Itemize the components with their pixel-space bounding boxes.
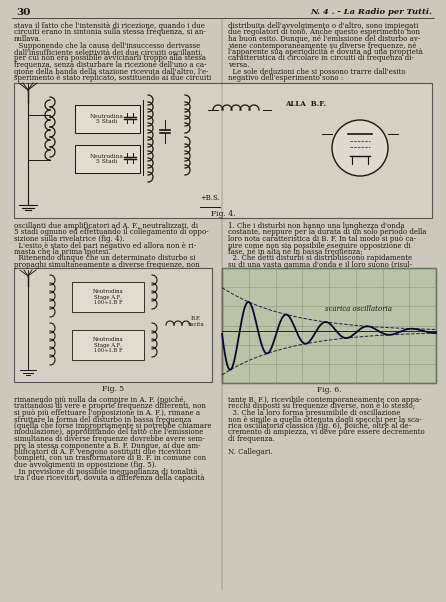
Text: frequenza, senza disturbare la ricezione dell'uno a ca-: frequenza, senza disturbare la ricezione… [14,61,206,69]
Text: rica oscillatoria classica (fig. 6), poiché, oltre al de-: rica oscillatoria classica (fig. 6), poi… [228,422,411,430]
Text: plificatori di A. F. vengono sostituiti due ricevitori: plificatori di A. F. vengono sostituiti … [14,448,191,456]
Text: Neutrodina
Stage A.F.
100÷1.B F: Neutrodina Stage A.F. 100÷1.B F [93,289,124,305]
Text: masta che la prima ipotesi.: masta che la prima ipotesi. [14,248,111,256]
Text: Fig. 4.: Fig. 4. [211,210,235,218]
Bar [72,330,144,360]
Text: fase, né in alta né in bassa frequenza;: fase, né in alta né in bassa frequenza; [228,248,363,256]
Text: tante B. F.), ricevibile contemporaneamente con appa-: tante B. F.), ricevibile contemporaneame… [228,396,421,404]
Text: 5 stadi ognuno ed effettuando il collegamento di oppo-: 5 stadi ognuno ed effettuando il collega… [14,229,209,237]
Text: sizione sulla rivelatrice (fig. 4).: sizione sulla rivelatrice (fig. 4). [14,235,124,243]
Text: Fig. 5: Fig. 5 [102,385,124,393]
Text: due avvolgimenti in opposizione (fig. 5).: due avvolgimenti in opposizione (fig. 5)… [14,461,157,469]
Text: B.F.
uscita: B.F. uscita [188,316,204,327]
Text: completi, con un trasformatore di B. F. in comune con: completi, con un trasformatore di B. F. … [14,455,206,462]
Text: di frequenza.: di frequenza. [228,435,275,443]
Text: Ritenendo dunque che un determinato disturbo si: Ritenendo dunque che un determinato dist… [14,255,195,262]
Text: simultanea di diverse frequenze dovrebbe avere sem-: simultanea di diverse frequenze dovrebbe… [14,435,205,443]
Text: due regolatori di tono. Anche questo esperimento non: due regolatori di tono. Anche questo esp… [228,28,420,37]
Text: N. 4 . - La Radio per Tutti.: N. 4 . - La Radio per Tutti. [310,8,432,16]
Text: distribuita dell'avvolgimento o d'altro, sono impiegati: distribuita dell'avvolgimento o d'altro,… [228,22,418,30]
Text: circuiti erano in sintonia sulla stessa frequenza, si an-: circuiti erano in sintonia sulla stessa … [14,28,206,37]
Text: nullava.: nullava. [14,35,42,43]
Text: non è simile a quella ottenuta dagli specchi per la sca-: non è simile a quella ottenuta dagli spe… [228,415,421,423]
Text: costante, neppure per la durata di un solo periodo della: costante, neppure per la durata di un so… [228,229,426,237]
Text: trattandosi di vere e proprie frequenze differenti, non: trattandosi di vere e proprie frequenze … [14,403,206,411]
Text: oscillanti due amplificatori ad A. F., neutralizzati, di: oscillanti due amplificatori ad A. F., n… [14,222,198,230]
Text: Fig. 6.: Fig. 6. [317,386,341,394]
Text: gione della banda della stazione ricevuta dall'altro, l'e-: gione della banda della stazione ricevut… [14,67,208,75]
Text: pre la stessa componente a B. F. Dunque, ai due am-: pre la stessa componente a B. F. Dunque,… [14,441,201,450]
Text: Supponendo che la causa dell'insuccesso derivasse: Supponendo che la causa dell'insuccesso … [14,42,200,49]
Text: +B.S.: +B.S. [200,194,220,202]
Text: modulazione), approfittando del fatto che l'emissione: modulazione), approfittando del fatto ch… [14,429,203,436]
Text: 3. Che la loro forma presumibile di oscillazione: 3. Che la loro forma presumibile di osci… [228,409,401,417]
Text: (quella che forse impropriamente si potrebbe chiamare: (quella che forse impropriamente si potr… [14,422,211,430]
Text: caratteristica di circolare in circuiti di frequenza di-: caratteristica di circolare in circuiti … [228,55,414,63]
Bar [14,83,432,218]
Text: si può più effettuare l'opposizione in A. F.), rimane a: si può più effettuare l'opposizione in A… [14,409,200,417]
Text: Neutrodina
5 Stadi: Neutrodina 5 Stadi [90,154,124,164]
Text: sperimento è stato replicato, sostituendo ai due circuiti: sperimento è stato replicato, sostituend… [14,74,211,82]
Text: versa.: versa. [228,61,249,69]
Bar [222,268,436,383]
Text: ALLA  B.F.: ALLA B.F. [285,100,326,108]
Text: 1. Che i disturbi non hanno una lunghezza d'onda: 1. Che i disturbi non hanno una lunghezz… [228,222,405,230]
Text: scarica oscillatoria: scarica oscillatoria [325,305,392,313]
Bar [75,145,140,173]
Text: loro nota caratteristica di B. F. In tal modo si può ca-: loro nota caratteristica di B. F. In tal… [228,235,416,243]
Bar [72,282,144,312]
Text: L'esito è stato del pari negativo ed allora non è ri-: L'esito è stato del pari negativo ed all… [14,241,196,249]
Text: stava il fatto che l'intensità di ricezione, quando i due: stava il fatto che l'intensità di ricezi… [14,22,205,30]
Text: ha buon esito. Dunque, né l'emissione del disturbo av-: ha buon esito. Dunque, né l'emissione de… [228,35,420,43]
Text: Le sole deduzioni che si possono trarre dall'esito: Le sole deduzioni che si possono trarre … [228,67,405,75]
Text: per cui non era possibile avvicinarli troppo alla stessa: per cui non era possibile avvicinarli tr… [14,55,206,63]
Text: dall'insufficiente selettività dei due circuiti oscillanti,: dall'insufficiente selettività dei due c… [14,48,202,56]
Text: Neutrodina
Stage A.F.
100÷1.B F: Neutrodina Stage A.F. 100÷1.B F [93,337,124,353]
Text: N. Callegari.: N. Callegari. [228,448,273,456]
Text: l'apparente sua aperiodicità è dovuta ad una proprietà: l'apparente sua aperiodicità è dovuta ad… [228,48,423,56]
Text: Neutrodina
5 Stadi: Neutrodina 5 Stadi [90,114,124,125]
Text: sfruttare la forma del disturbo in bassa frequenza: sfruttare la forma del disturbo in bassa… [14,415,191,423]
Circle shape [332,120,388,176]
Text: recchi disposti su frequenze diverse, non è lo stesso;: recchi disposti su frequenze diverse, no… [228,403,415,411]
Text: 2. Che detti disturbi si distribuiscono rapidamente: 2. Che detti disturbi si distribuiscono … [228,255,412,262]
Text: su di una vasta gamma d'onda e il loro suono (risul-: su di una vasta gamma d'onda e il loro s… [228,261,412,269]
Text: In previsione di possibile ineguaglianza di tonalità: In previsione di possibile ineguaglianza… [14,468,198,476]
Text: cremento di ampiezza, vi deve pure essere decremento: cremento di ampiezza, vi deve pure esser… [228,429,425,436]
Text: negativo dell'esperimento sono :: negativo dell'esperimento sono : [228,74,343,82]
Bar [75,105,140,133]
Text: 30: 30 [16,8,30,17]
Text: rimanendo più nulla da compire in A. F. (poiché,: rimanendo più nulla da compire in A. F. … [14,396,186,404]
Text: propaghi simultaneamente a diverse frequenze, non: propaghi simultaneamente a diverse frequ… [14,261,200,269]
Text: pire come non sia possibile eseguire opposizione di: pire come non sia possibile eseguire opp… [228,241,411,249]
Bar [14,268,212,382]
Text: viene contemporaneamente su diverse frequenze, né: viene contemporaneamente su diverse freq… [228,42,417,49]
Text: tra i due ricevitori, dovuta a differenza della capacità: tra i due ricevitori, dovuta a differenz… [14,474,205,482]
